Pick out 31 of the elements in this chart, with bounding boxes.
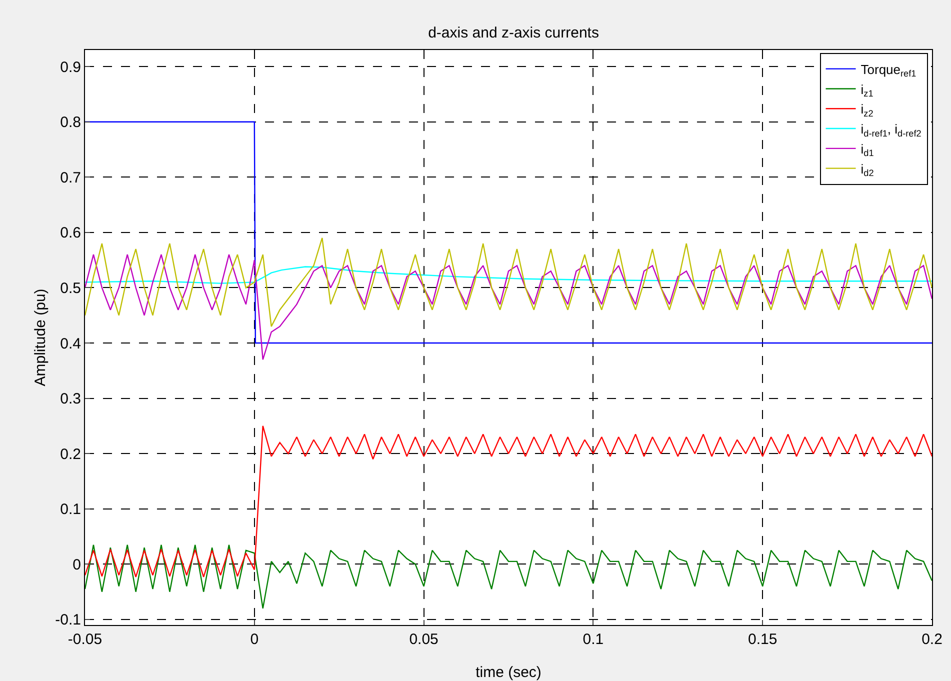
y-tick-label: 0.3 xyxy=(60,390,81,408)
y-tick-label: 0.2 xyxy=(60,446,81,463)
line-series xyxy=(85,266,932,284)
x-tick-label: 0.2 xyxy=(922,631,942,648)
line-series xyxy=(85,544,932,610)
y-tick-label: 0.4 xyxy=(60,335,81,352)
x-tick-label: 0.15 xyxy=(748,631,778,648)
y-tick-label: 0.9 xyxy=(60,58,81,76)
y-tick-label: 0 xyxy=(72,556,81,574)
x-axis-title: time (sec) xyxy=(476,664,542,681)
legend-label: i$_{d2}$ xyxy=(860,161,874,178)
legend-label: i$_{z2}$ xyxy=(860,102,874,118)
chart-title: d-axis and z-axis currents xyxy=(428,24,599,42)
y-tick-label: 0.5 xyxy=(60,280,81,297)
legend-label: Torque$_{ref1}$ xyxy=(860,62,916,79)
legend-label: i$_{z1}$ xyxy=(860,82,874,99)
y-tick-label: 0.8 xyxy=(60,114,81,132)
line-series xyxy=(85,237,932,328)
y-tick-label: 0.1 xyxy=(60,501,81,518)
x-tick-label: 0.05 xyxy=(409,631,438,648)
y-axis-title: Amplitude (pu) xyxy=(32,288,49,386)
x-tick-label: 0.1 xyxy=(582,631,604,648)
x-tick-label: 0 xyxy=(250,631,259,648)
legend-label: i$_{d1}$ xyxy=(860,141,874,158)
legend-label: i$_{d-ref1}$, i$_{d-ref2}$ xyxy=(860,122,922,138)
y-tick-label: 0.7 xyxy=(60,169,81,186)
y-tick-label: 0.6 xyxy=(60,224,81,242)
line-series xyxy=(85,425,932,578)
y-tick-label: -0.1 xyxy=(55,612,81,629)
line-series xyxy=(85,254,932,360)
x-tick-label: -0.05 xyxy=(68,631,102,648)
